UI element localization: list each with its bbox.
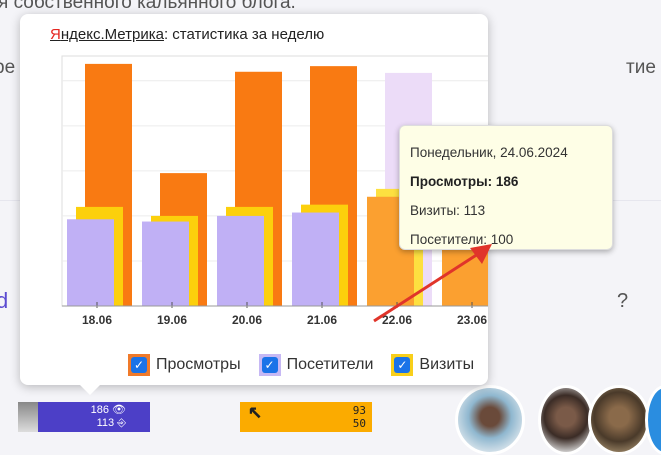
metrika-link-text: ндекс.Метрика	[60, 26, 164, 43]
counter-line: 93	[352, 404, 366, 417]
legend-label: Визиты	[419, 356, 475, 373]
bar-views	[292, 212, 339, 306]
arrow-up-left-icon: ↖	[248, 396, 263, 424]
checkbox-visitors[interactable]: ✓	[258, 354, 281, 376]
liveinternet-counter[interactable]: ↖ 93 50	[240, 396, 372, 432]
checkbox-views[interactable]: ✓	[128, 354, 150, 376]
x-tick-label: 18.06	[82, 313, 112, 327]
legend-views[interactable]: ✓ Просмотры	[128, 354, 241, 376]
metrika-counter[interactable]: 186 👁 113 ⎆	[18, 402, 150, 432]
bar-views	[142, 221, 189, 306]
background-text: ре	[0, 57, 16, 78]
legend-label: Просмотры	[156, 356, 241, 373]
tooltip-date: Понедельник, 24.06.2024	[410, 145, 568, 160]
legend: ✓ Просмотры ✓ Посетители ✓ Визиты	[128, 354, 474, 376]
avatar[interactable]	[455, 385, 525, 455]
avatar[interactable]	[538, 385, 594, 455]
background-text: d	[0, 288, 9, 313]
tooltip-visits: Визиты: 113	[410, 203, 486, 218]
background-text: я собственного кальянного блога.	[0, 0, 296, 13]
legend-visits[interactable]: ✓ Визиты	[391, 354, 474, 376]
counter-visits: 113	[96, 417, 115, 429]
metrika-link[interactable]: Яндекс.Метрика	[50, 26, 164, 43]
avatar[interactable]	[645, 385, 661, 455]
avatar[interactable]	[588, 385, 650, 455]
x-tick-label: 20.06	[232, 313, 262, 327]
bar-views	[67, 219, 114, 306]
tooltip-views: Просмотры: 186	[410, 174, 519, 189]
x-tick-label: 23.06	[457, 313, 487, 327]
title-text: : статистика за неделю	[163, 26, 325, 43]
x-tick-label: 21.06	[307, 313, 337, 327]
legend-visitors[interactable]: ✓ Посетители	[258, 354, 374, 376]
x-tick-label: 22.06	[382, 313, 412, 327]
bar-views	[217, 215, 264, 306]
legend-label: Посетители	[286, 356, 374, 373]
popup-title: Яндекс.Метрика: статистика за неделю	[50, 26, 324, 43]
background-text: тие і	[626, 57, 661, 78]
chart-tooltip: Понедельник, 24.06.2024 Просмотры: 186 В…	[399, 125, 613, 250]
background-text: ?	[617, 290, 629, 312]
checkbox-visits[interactable]: ✓	[391, 354, 414, 376]
tooltip-visitors: Посетители: 100	[410, 232, 514, 247]
counter-views: 186	[90, 404, 109, 416]
x-tick-label: 19.06	[157, 313, 187, 327]
chart-icon	[18, 402, 38, 432]
